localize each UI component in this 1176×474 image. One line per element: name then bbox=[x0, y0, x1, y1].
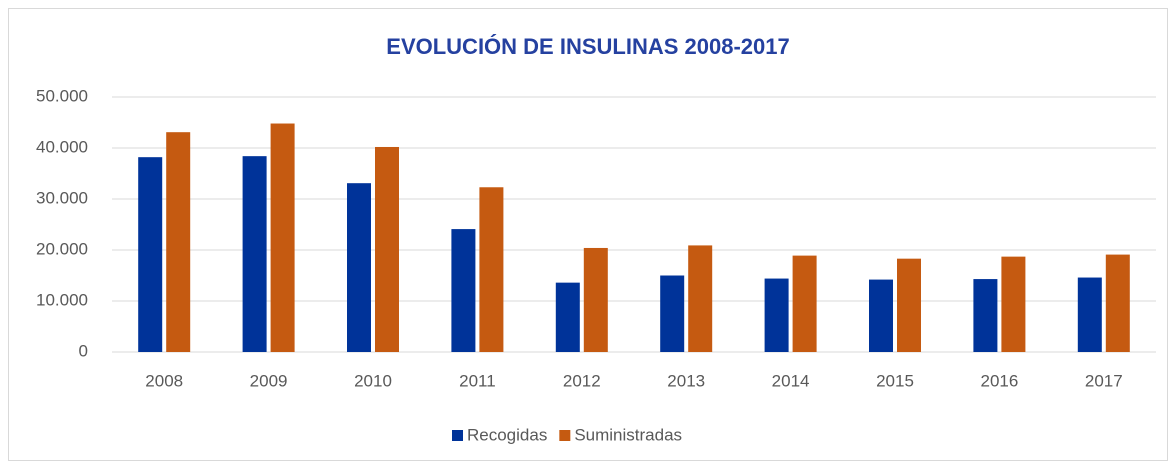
bar bbox=[375, 146, 399, 352]
bar bbox=[1077, 277, 1102, 352]
chart-border bbox=[8, 8, 1168, 461]
bar bbox=[897, 258, 921, 352]
bar bbox=[347, 183, 371, 352]
y-tick-label: 0 bbox=[79, 341, 88, 360]
bar bbox=[660, 275, 685, 352]
legend-swatch bbox=[452, 430, 463, 441]
y-tick-label: 50.000 bbox=[36, 86, 88, 105]
bar bbox=[688, 245, 713, 352]
chart-title: EVOLUCIÓN DE INSULINAS 2008-2017 bbox=[386, 34, 789, 59]
bar bbox=[792, 255, 817, 352]
x-tick-label: 2015 bbox=[876, 371, 914, 390]
bar bbox=[479, 187, 504, 352]
bar bbox=[583, 247, 608, 352]
bar bbox=[1001, 256, 1026, 352]
x-tick-label: 2016 bbox=[980, 371, 1018, 390]
y-tick-label: 20.000 bbox=[36, 239, 88, 258]
x-tick-label: 2013 bbox=[667, 371, 705, 390]
legend-label: Recogidas bbox=[467, 425, 547, 444]
x-tick-label: 2014 bbox=[772, 371, 810, 390]
bar bbox=[764, 278, 789, 352]
bar bbox=[973, 279, 998, 352]
x-tick-label: 2010 bbox=[354, 371, 392, 390]
x-tick-label: 2011 bbox=[459, 371, 496, 390]
bar bbox=[138, 157, 163, 352]
bar bbox=[166, 132, 191, 352]
x-tick-label: 2009 bbox=[250, 371, 288, 390]
x-tick-label: 2008 bbox=[145, 371, 183, 390]
legend-swatch bbox=[559, 430, 571, 441]
x-tick-label: 2012 bbox=[563, 371, 601, 390]
x-tick-label: 2017 bbox=[1085, 371, 1123, 390]
legend-label: Suministradas bbox=[574, 425, 682, 444]
y-tick-label: 30.000 bbox=[36, 188, 88, 207]
bar bbox=[1105, 254, 1130, 352]
bar bbox=[270, 123, 295, 353]
y-tick-label: 40.000 bbox=[36, 137, 88, 156]
bar bbox=[555, 282, 580, 352]
bar bbox=[869, 279, 893, 352]
y-tick-label: 10.000 bbox=[36, 290, 88, 309]
bar bbox=[451, 229, 476, 352]
bar bbox=[242, 156, 267, 352]
